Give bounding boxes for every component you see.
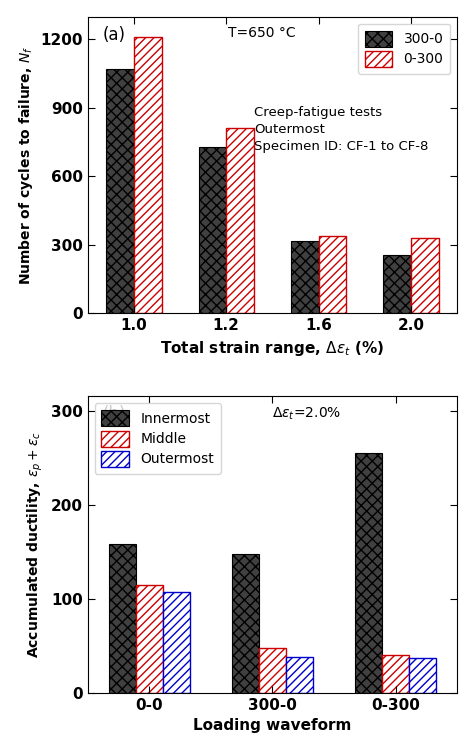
Bar [134, 38, 162, 314]
Bar [291, 242, 319, 314]
Bar [199, 147, 226, 314]
Text: (b): (b) [102, 405, 126, 423]
Bar [411, 238, 439, 314]
Bar [286, 657, 313, 693]
Bar [319, 236, 346, 314]
Legend: 300-0, 0-300: 300-0, 0-300 [358, 23, 450, 74]
Bar [226, 128, 254, 314]
Bar [106, 69, 134, 314]
Bar [136, 585, 163, 693]
Bar [409, 658, 437, 693]
Text: T=650 °C: T=650 °C [228, 26, 296, 40]
Bar [163, 592, 190, 693]
Bar [383, 255, 411, 314]
Y-axis label: Number of cycles to failure, $N_f$: Number of cycles to failure, $N_f$ [17, 45, 35, 284]
Bar [355, 453, 382, 693]
Text: Creep-fatigue tests
Outermost
Specimen ID: CF-1 to CF-8: Creep-fatigue tests Outermost Specimen I… [254, 106, 428, 152]
Text: (a): (a) [102, 26, 126, 44]
Y-axis label: Accumulated ductility, $\epsilon_p + \epsilon_c$: Accumulated ductility, $\epsilon_p + \ep… [26, 431, 45, 658]
X-axis label: Loading waveform: Loading waveform [193, 718, 352, 734]
Text: $\Delta\epsilon_t$=2.0%: $\Delta\epsilon_t$=2.0% [273, 405, 342, 422]
Bar [382, 656, 409, 693]
Bar [259, 648, 286, 693]
X-axis label: Total strain range, $\Delta\epsilon_t$ (%): Total strain range, $\Delta\epsilon_t$ (… [160, 338, 384, 358]
Bar [109, 544, 136, 693]
Legend: Innermost, Middle, Outermost: Innermost, Middle, Outermost [94, 404, 221, 474]
Bar [232, 554, 259, 693]
